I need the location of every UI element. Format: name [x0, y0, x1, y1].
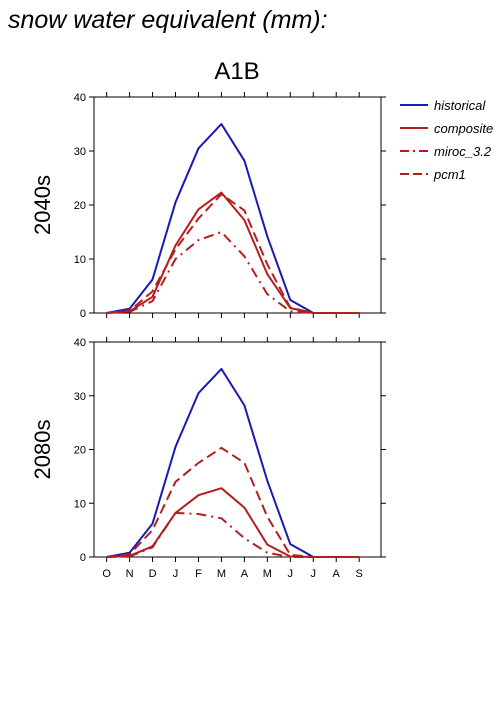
y-tick-label: 30	[74, 146, 86, 158]
series-line-pcm1	[106, 446, 360, 558]
scenario-title: A1B	[214, 58, 259, 85]
y-tick-label: 0	[80, 308, 86, 320]
x-tick-label: J	[288, 568, 294, 580]
x-tick-label: M	[263, 568, 272, 580]
series-line-historical	[106, 367, 360, 558]
x-tick-label: D	[149, 568, 157, 580]
x-tick-label: S	[356, 568, 363, 580]
x-tick-label: A	[333, 568, 341, 580]
panel-label: 2040s	[30, 175, 55, 235]
x-tick-label: J	[311, 568, 317, 580]
legend: historical composite miroc_3.2 pcm1	[400, 98, 493, 182]
series-line-composite	[106, 487, 360, 558]
x-tick-label: N	[126, 568, 134, 580]
series-line-composite	[106, 191, 360, 314]
plot-frame	[93, 341, 382, 558]
legend-label: pcm1	[433, 167, 466, 182]
panel-2080s: 0 10 20 30 40 O N D J F M A M J J A S 2080s	[30, 337, 386, 580]
x-tick-label: F	[195, 568, 202, 580]
legend-label: historical	[434, 98, 486, 113]
plot-frame	[93, 96, 382, 314]
panel-2040s: 0 10 20 30 40 2040s	[30, 92, 386, 320]
y-tick-label: 40	[74, 337, 86, 349]
legend-label: miroc_3.2	[434, 144, 492, 159]
x-tick-label: O	[102, 568, 111, 580]
series-line-pcm1	[106, 193, 360, 314]
x-tick-label: J	[173, 568, 179, 580]
y-tick-label: 10	[74, 498, 86, 510]
y-tick-label: 10	[74, 254, 86, 266]
x-tick-label: A	[241, 568, 249, 580]
x-tick-label: M	[217, 568, 226, 580]
y-tick-label: 20	[74, 200, 86, 212]
y-tick-label: 0	[80, 552, 86, 564]
y-tick-label: 30	[74, 391, 86, 403]
y-tick-label: 20	[74, 445, 86, 457]
series-line-historical	[106, 123, 360, 314]
y-tick-label: 40	[74, 92, 86, 104]
series-line-miroc-3-2	[106, 231, 360, 314]
legend-label: composite	[434, 121, 493, 136]
panel-label: 2080s	[30, 420, 55, 480]
page-title: snow water equivalent (mm):	[8, 6, 328, 34]
